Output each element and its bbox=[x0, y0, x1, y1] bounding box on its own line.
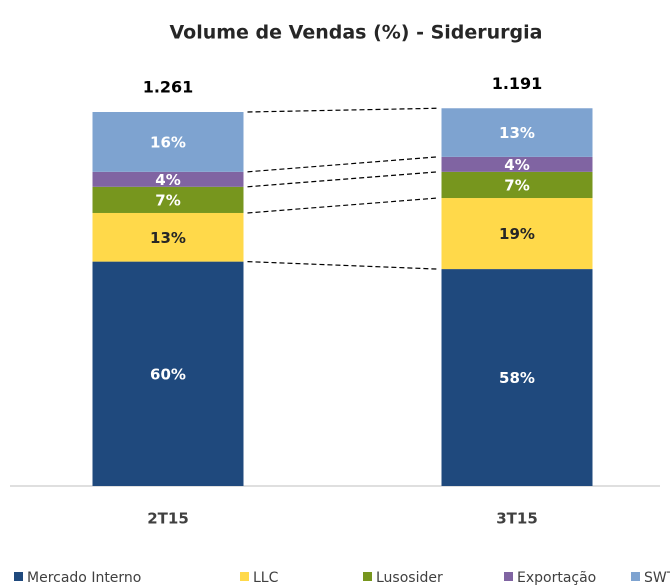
data-label: 16% bbox=[150, 133, 186, 151]
bar-segment bbox=[92, 261, 244, 486]
data-label: 13% bbox=[499, 124, 535, 142]
bar-segment bbox=[441, 108, 593, 157]
total-label: 1.191 bbox=[492, 74, 543, 93]
chart-title: Volume de Vendas (%) - Siderurgia bbox=[170, 22, 543, 44]
data-label: 19% bbox=[499, 225, 535, 243]
legend-swatch bbox=[14, 572, 23, 581]
data-label: 13% bbox=[150, 229, 186, 247]
bar-segment bbox=[441, 171, 593, 199]
connector bbox=[247, 197, 438, 214]
bar-segment bbox=[441, 269, 593, 486]
total-label: 1.261 bbox=[143, 78, 194, 97]
legend-label: LLC bbox=[253, 570, 279, 586]
data-label: 58% bbox=[499, 369, 535, 387]
connector bbox=[247, 171, 438, 188]
connector bbox=[247, 261, 438, 270]
data-label: 60% bbox=[150, 365, 186, 383]
bar-segment bbox=[92, 212, 244, 262]
bar-segment bbox=[92, 171, 244, 187]
data-label: 7% bbox=[155, 191, 180, 209]
x-tick-label: 3T15 bbox=[496, 510, 538, 528]
legend-swatch bbox=[363, 572, 372, 581]
legend-swatch bbox=[631, 572, 640, 581]
legend-swatch bbox=[240, 572, 249, 581]
legend-label: SWT bbox=[644, 570, 670, 586]
legend-label: Mercado Interno bbox=[27, 570, 141, 586]
bar-segment bbox=[441, 198, 593, 270]
connector bbox=[247, 156, 438, 173]
legend-label: Exportação bbox=[517, 570, 596, 586]
connector bbox=[247, 107, 438, 113]
data-label: 4% bbox=[504, 156, 529, 174]
data-label: 4% bbox=[155, 171, 180, 189]
x-tick-label: 2T15 bbox=[147, 510, 189, 528]
bar-segment bbox=[92, 186, 244, 213]
legend-swatch bbox=[504, 572, 513, 581]
legend-label: Lusosider bbox=[376, 570, 443, 586]
bar-segment bbox=[441, 156, 593, 172]
data-label: 7% bbox=[504, 176, 529, 194]
bar-segment bbox=[92, 112, 244, 172]
